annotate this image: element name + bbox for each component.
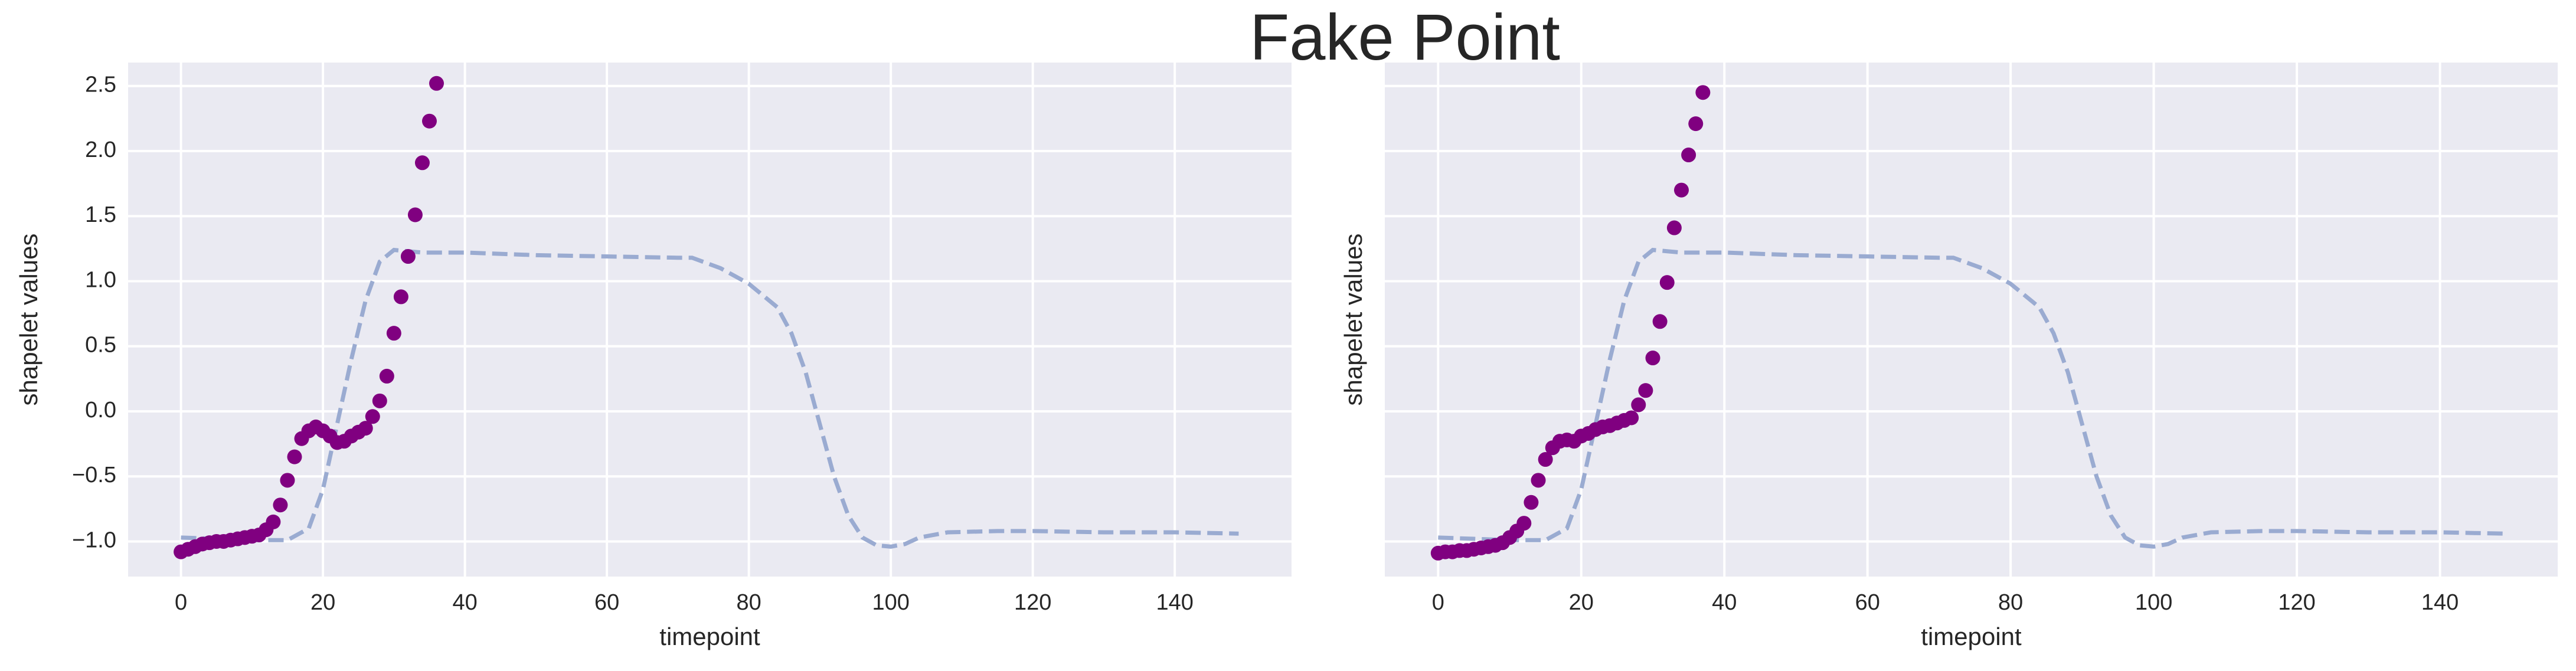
dashed-line	[1438, 247, 2505, 549]
y-axis-label: shapelet values	[1339, 234, 1367, 406]
scatter-point	[372, 393, 387, 408]
y-tick-label: 0.0	[85, 398, 116, 423]
x-tick-label: 20	[310, 590, 335, 615]
scatter-point	[1695, 85, 1711, 100]
x-tick-label: 60	[1855, 590, 1880, 615]
scatter-point	[1681, 148, 1696, 163]
y-tick-label: −1.0	[72, 528, 116, 552]
x-axis-label: timepoint	[659, 623, 760, 650]
scatter-point	[1538, 452, 1553, 467]
x-tick-label: 120	[2278, 590, 2315, 615]
scatter-point	[266, 514, 281, 529]
scatter-point	[1631, 397, 1646, 413]
scatter-point	[1652, 314, 1668, 329]
scatter-point	[407, 207, 423, 222]
scatter-point	[1666, 220, 1682, 235]
x-tick-label: 100	[872, 590, 909, 615]
scatter-point	[386, 326, 401, 341]
scatter-point	[393, 289, 408, 305]
x-tick-label: 20	[1569, 590, 1594, 615]
y-tick-label: 1.0	[85, 267, 116, 292]
scatter-point	[429, 76, 444, 91]
y-axis-label: shapelet values	[15, 234, 43, 406]
x-tick-label: 140	[2421, 590, 2459, 615]
x-tick-label: 80	[737, 590, 761, 615]
x-tick-label: 60	[594, 590, 619, 615]
scatter-point	[1516, 516, 1532, 531]
scatter-point	[1659, 275, 1675, 290]
y-tick-label: 0.5	[85, 333, 116, 358]
scatter-point	[414, 155, 430, 171]
y-tick-label: −0.5	[72, 463, 116, 487]
scatter-point	[1524, 495, 1539, 510]
y-tick-label: 2.0	[85, 138, 116, 162]
x-tick-label: 40	[452, 590, 477, 615]
scatter-point	[1531, 473, 1546, 488]
plot-area	[1385, 63, 2558, 577]
scatter-point	[1674, 182, 1689, 198]
scatter-point	[1645, 351, 1660, 366]
plot-area	[128, 63, 1292, 577]
x-tick-label: 0	[1432, 590, 1444, 615]
y-tick-label: 1.5	[85, 202, 116, 227]
x-tick-label: 120	[1014, 590, 1051, 615]
x-tick-label: 0	[175, 590, 187, 615]
scatter-point	[287, 449, 302, 464]
scatter-point	[358, 421, 373, 436]
scatter-point	[1624, 410, 1639, 425]
scatter-point	[273, 497, 288, 513]
scatter-point	[1638, 383, 1653, 398]
scatter-point	[280, 473, 295, 488]
scatter-point	[1688, 116, 1704, 132]
scatter-point	[400, 249, 416, 264]
scatter-point	[421, 113, 437, 129]
scatter-point	[379, 368, 394, 384]
scatter-point	[365, 409, 380, 424]
dashed-line	[181, 247, 1239, 549]
x-tick-label: 40	[1712, 590, 1737, 615]
x-tick-label: 100	[2135, 590, 2172, 615]
figure-title: Fake Point	[1250, 1, 1560, 74]
x-tick-label: 140	[1156, 590, 1193, 615]
x-axis-label: timepoint	[1921, 623, 2022, 650]
y-tick-label: 2.5	[85, 73, 116, 97]
x-tick-label: 80	[1998, 590, 2023, 615]
